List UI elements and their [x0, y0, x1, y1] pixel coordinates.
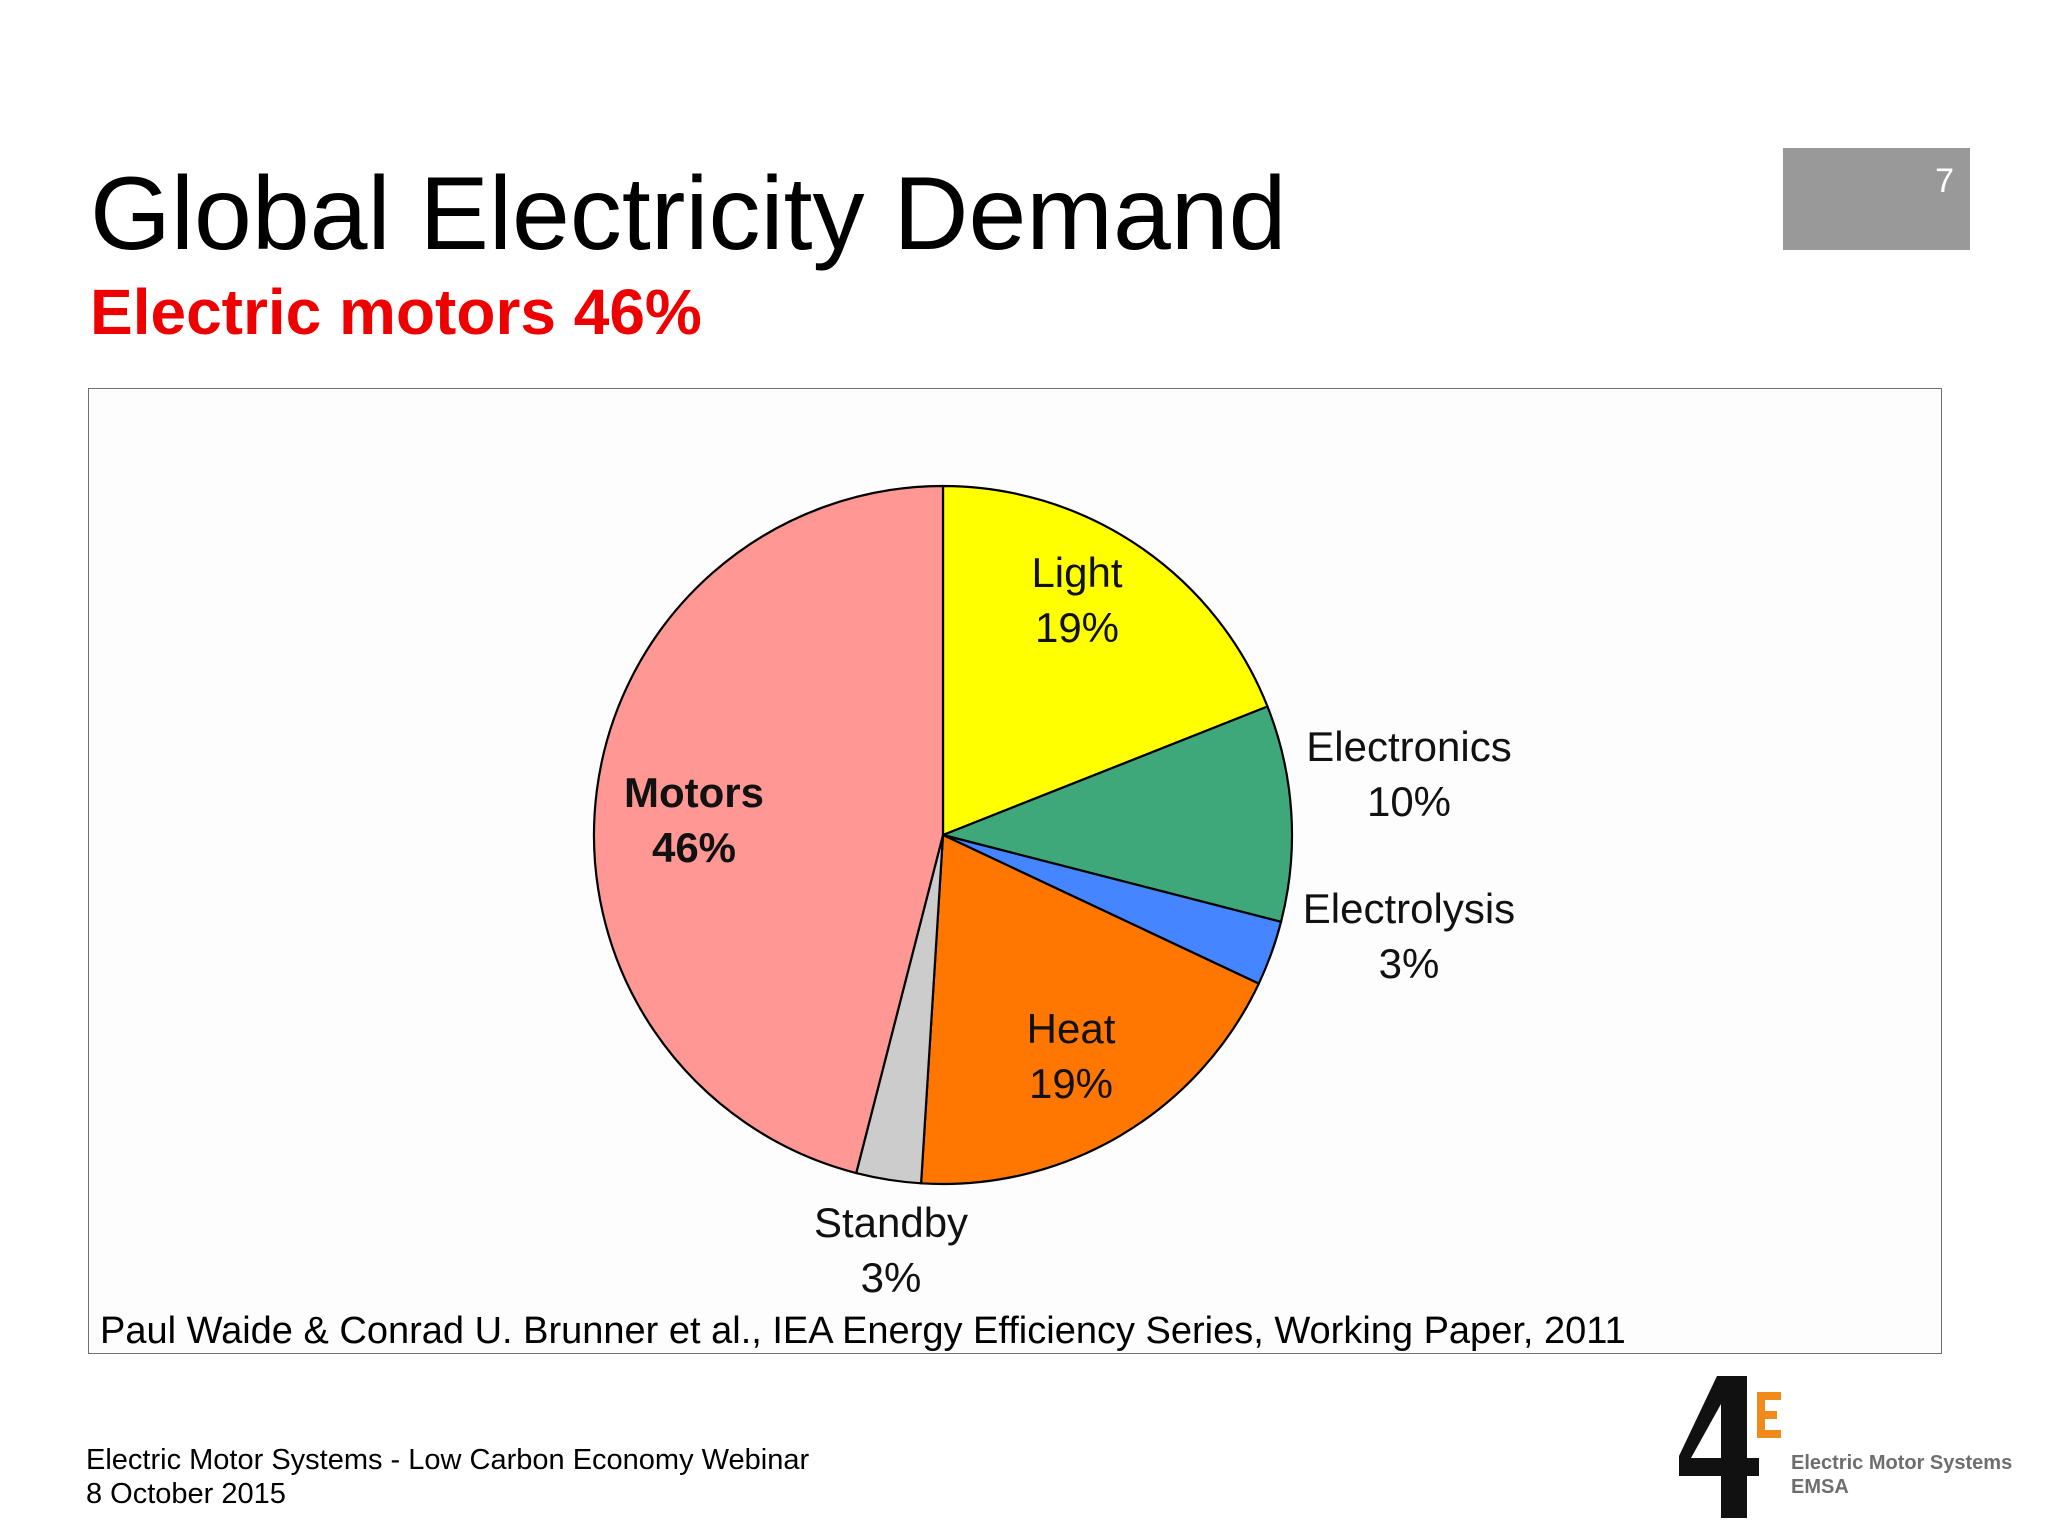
slide-subtitle: Electric motors 46%	[90, 276, 702, 348]
slice-label-heat: Heat 19%	[1027, 1005, 1116, 1107]
footer-date: 8 October 2015	[86, 1478, 286, 1510]
pie-slice-motors	[592, 484, 945, 1175]
pie-slice-electronics	[941, 705, 1294, 923]
slice-label-electrolysis: Electrolysis 3%	[1303, 885, 1515, 987]
page-number: 7	[1935, 162, 1954, 200]
4e-logo: Electric Motor Systems EMSA	[1675, 1372, 2012, 1522]
pie-slice-light	[941, 484, 1269, 837]
logo-text-line1: Electric Motor Systems	[1791, 1452, 2013, 1474]
source-citation: Paul Waide & Conrad U. Brunner et al., I…	[100, 1310, 1626, 1352]
chart-frame: Light 19% Electronics 10% Electrolysis 3% Heat…	[88, 388, 1942, 1354]
footer-event: Electric Motor Systems - Low Carbon Econ…	[86, 1444, 810, 1476]
slice-label-standby: Standby 3%	[814, 1199, 968, 1301]
slide-title: Global Electricity Demand	[90, 156, 1287, 272]
slice-label-electronics: Electronics 10%	[1306, 723, 1511, 825]
4e-logo-mark	[1679, 1376, 1781, 1518]
logo-text-line2: EMSA	[1791, 1476, 1849, 1498]
pie-slice-heat	[919, 833, 1260, 1186]
pie-chart: Light 19% Electronics 10% Electrolysis 3% Heat…	[592, 484, 1515, 1301]
page-number-box: 7	[1783, 148, 1970, 250]
slice-label-motors: Motors 46%	[624, 769, 764, 871]
slice-label-light: Light 19%	[1031, 549, 1122, 651]
